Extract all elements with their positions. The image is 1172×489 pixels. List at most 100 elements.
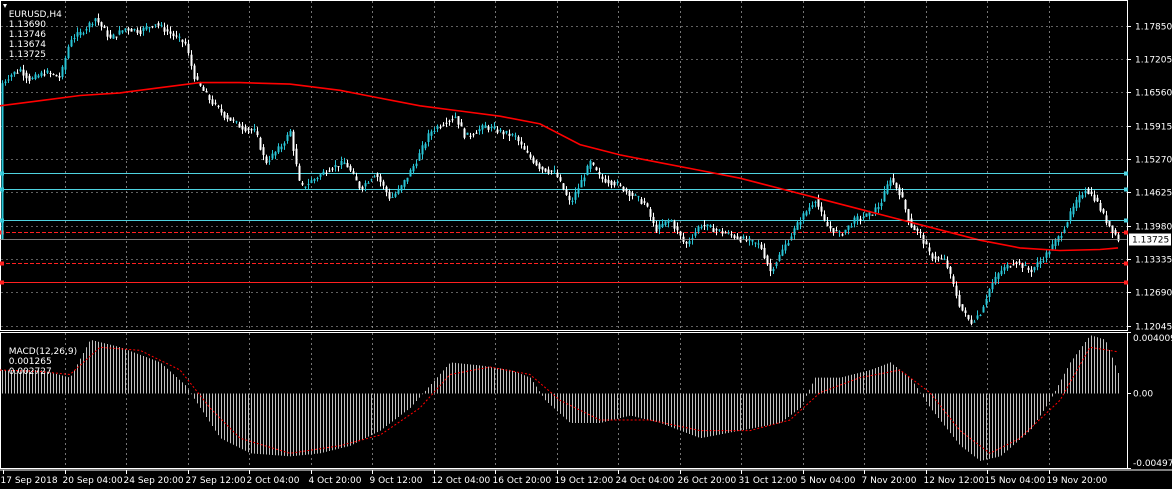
candle-body (1060, 235, 1063, 238)
candle-body (379, 176, 382, 182)
y-tick-label: 1.12690 (1135, 289, 1172, 299)
candle-body (721, 231, 724, 234)
candle-body (556, 172, 559, 178)
candle-body (49, 72, 52, 74)
candle-body (541, 166, 544, 170)
candle-body (742, 236, 745, 239)
candle-body (943, 258, 946, 260)
level-handle[interactable] (1124, 218, 1128, 223)
x-tick-label: 19 Nov 20:00 (1047, 476, 1108, 486)
candle-body (343, 162, 346, 165)
candle-body (76, 32, 79, 37)
candle-body (121, 30, 124, 33)
candle-body (472, 134, 475, 136)
candle-body (1000, 270, 1003, 275)
candle-body (538, 163, 541, 169)
candle-body (1051, 244, 1054, 251)
candle-body (862, 217, 865, 219)
candle-body (790, 236, 793, 241)
current-price-label: 1.13725 (1132, 236, 1169, 246)
candle-body (595, 167, 598, 171)
candle-body (1075, 199, 1078, 209)
candle-body (1054, 240, 1057, 247)
candle-body (295, 148, 298, 165)
candle-body (82, 33, 85, 35)
candle-body (301, 182, 304, 185)
level-handle[interactable] (1124, 280, 1128, 285)
x-tick-label: 16 Oct 20:00 (493, 476, 552, 486)
candle-body (985, 298, 988, 305)
candle-body (1069, 211, 1072, 221)
candle-body (691, 238, 694, 240)
candle-body (802, 213, 805, 220)
candle-body (445, 122, 448, 124)
candle-body (328, 170, 331, 172)
candle-body (433, 130, 436, 132)
close-value: 1.13725 (8, 50, 46, 60)
macd-histogram (2, 335, 1119, 461)
candle-body (967, 315, 970, 320)
candle-body (946, 260, 949, 268)
candle-body (622, 186, 625, 192)
level-handle[interactable] (1124, 171, 1128, 176)
dropdown-arrow-icon[interactable] (3, 4, 7, 8)
macd-name: MACD(12,26,9) (8, 347, 78, 357)
candle-body (244, 127, 247, 132)
candle-body (1033, 267, 1036, 271)
candle-body (772, 269, 775, 272)
candle-body (385, 186, 388, 193)
candle-body (307, 183, 310, 186)
candle-body (406, 177, 409, 182)
level-handle[interactable] (1124, 187, 1128, 192)
candle-body (394, 193, 397, 197)
candle-body (775, 262, 778, 266)
candle-body (1030, 269, 1033, 273)
chart-header: EURUSD,H4 1.13690 1.13746 1.13674 1.1372… (3, 0, 62, 60)
candle-body (1027, 267, 1030, 270)
candle-body (499, 129, 502, 131)
macd-panel-border (0, 332, 1128, 469)
y-tick-label: 1.13980 (1135, 223, 1172, 233)
candle-body (241, 125, 244, 130)
candle-body (271, 153, 274, 159)
x-tick-label: 12 Nov 12:00 (924, 476, 985, 486)
candle-body (460, 122, 463, 127)
macd-y-tick-label: 0.00 (1133, 390, 1153, 400)
candle-body (229, 117, 232, 121)
candle-body (43, 74, 46, 76)
candle-body (988, 289, 991, 297)
candle-body (226, 115, 229, 120)
candle-body (340, 160, 343, 166)
candle-body (979, 314, 982, 316)
candle-body (814, 201, 817, 203)
candle-body (193, 65, 196, 80)
candle-body (598, 171, 601, 175)
level-handle[interactable] (1124, 230, 1128, 235)
candle-body (805, 211, 808, 216)
candle-body (316, 177, 319, 179)
candle-body (577, 188, 580, 194)
level-handle[interactable] (0, 280, 4, 285)
candle-body (955, 285, 958, 296)
candle-body (481, 125, 484, 130)
candle-body (937, 257, 940, 259)
candle-body (262, 147, 265, 156)
candle-body (517, 136, 520, 142)
candle-body (1021, 263, 1024, 268)
level-handle[interactable] (0, 261, 4, 266)
candle-body (40, 72, 43, 76)
candle-body (484, 125, 487, 129)
candle-body (661, 223, 664, 228)
candle-body (1039, 260, 1042, 264)
candle-body (106, 30, 109, 37)
candle-body (247, 128, 250, 131)
candle-body (199, 82, 202, 86)
candle-body (268, 160, 271, 162)
level-handle[interactable] (1124, 261, 1128, 266)
candle-body (139, 30, 142, 34)
candle-body (322, 171, 325, 175)
candle-body (562, 183, 565, 190)
candle-body (280, 146, 283, 150)
candle-body (424, 143, 427, 149)
